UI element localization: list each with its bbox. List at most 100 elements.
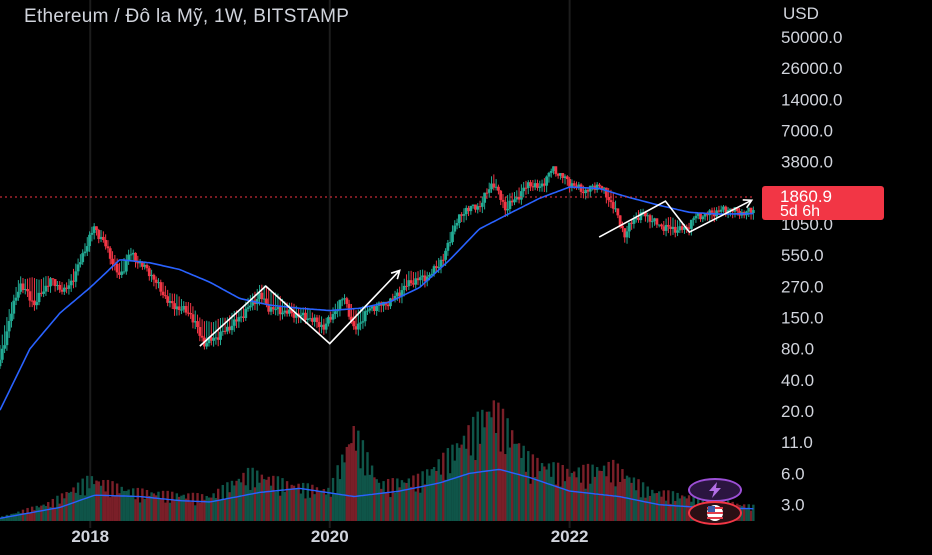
candle-body <box>451 231 454 243</box>
candle-body <box>83 251 87 254</box>
candle-body <box>159 282 163 292</box>
volume-bar <box>24 513 27 521</box>
candle-body <box>526 182 530 189</box>
volume-bar <box>462 435 466 521</box>
volume-bar <box>396 478 399 521</box>
candle-body <box>354 326 358 330</box>
zigzag-zigzag_2019 <box>199 269 401 347</box>
volume-bar <box>200 494 204 521</box>
candle-body <box>267 304 271 312</box>
volume-bar <box>538 471 541 521</box>
candle-body <box>639 212 643 221</box>
candle-body <box>462 214 466 216</box>
volume-bar <box>290 484 293 521</box>
last-price-value: 1860.9 <box>780 187 832 206</box>
candle-body <box>150 274 153 277</box>
bolt-icon[interactable] <box>688 478 742 502</box>
volume-bar <box>118 493 121 521</box>
volume-bar <box>494 433 498 521</box>
volume-bar <box>230 480 234 521</box>
candle-body <box>418 277 422 281</box>
candle-body <box>402 285 406 291</box>
volume-bar <box>524 471 528 521</box>
volume-bar <box>274 491 277 521</box>
candle-body <box>258 292 261 300</box>
volume-bar <box>292 485 296 521</box>
candle-body <box>173 303 176 310</box>
y-axis[interactable]: 50000.026000.014000.07000.03800.01850.01… <box>781 28 842 515</box>
candle-body <box>69 280 73 286</box>
volume-bar <box>414 491 417 521</box>
candle-body <box>533 183 537 188</box>
candle-body <box>529 182 532 187</box>
candle-body <box>554 166 558 174</box>
volume-bar <box>175 493 179 521</box>
volume-bar <box>393 492 397 521</box>
volume-bar <box>618 481 622 521</box>
volume-bar <box>267 476 270 521</box>
candle-body <box>618 215 622 226</box>
volume-bar <box>216 488 220 521</box>
volume-bar <box>145 489 149 521</box>
candle-body <box>664 224 668 231</box>
candle-body <box>572 183 576 186</box>
volume-bar <box>3 517 6 521</box>
candle-body <box>340 299 344 301</box>
volume-bar <box>550 476 553 521</box>
candle-body <box>538 186 542 188</box>
volume-bar <box>639 497 643 521</box>
candle-body <box>570 183 574 187</box>
candle-body <box>464 207 468 215</box>
volume-ma-line <box>0 468 754 519</box>
candle-body <box>81 253 85 263</box>
candle-body <box>694 215 698 219</box>
volume-bar <box>182 494 185 521</box>
candle-body <box>320 324 323 327</box>
volume-bar <box>334 493 337 521</box>
candle-body <box>361 321 365 323</box>
candle-body <box>97 230 101 240</box>
candle-body <box>180 309 183 311</box>
volume-bar <box>481 409 484 521</box>
candle-body <box>453 225 457 232</box>
candle-body <box>255 299 259 305</box>
candle-body <box>21 283 25 291</box>
volume-bar <box>120 486 123 521</box>
volume-bar <box>283 491 287 521</box>
candle-body <box>10 313 13 321</box>
candle-body <box>324 323 328 330</box>
volume-bar <box>380 488 383 521</box>
volume-bar <box>343 462 346 521</box>
candle-body <box>598 184 601 187</box>
volume-bar <box>570 472 574 521</box>
volume-bar <box>676 492 679 521</box>
candle-body <box>696 213 700 216</box>
candle-body <box>531 186 535 188</box>
volume-bar <box>136 487 140 521</box>
volume-bar <box>556 462 560 521</box>
candle-body <box>101 236 105 240</box>
us-flag-icon[interactable] <box>688 501 742 525</box>
volume-bar <box>483 427 486 521</box>
candle-body <box>327 317 330 324</box>
candle-body <box>407 280 411 287</box>
y-tick-label: 7000.0 <box>781 122 833 141</box>
volume-bar <box>279 495 282 521</box>
volume-bar <box>10 513 13 521</box>
candle-body <box>586 189 590 192</box>
volume-bar <box>187 493 190 521</box>
candle-body <box>637 217 640 221</box>
volume-bar <box>295 488 298 521</box>
volume-bar <box>352 425 355 521</box>
candle-body <box>510 200 514 203</box>
volume-bar <box>281 478 284 521</box>
volume-bar <box>492 400 496 521</box>
candle-body <box>630 222 634 224</box>
candle-body <box>469 205 473 212</box>
candle-body <box>246 307 250 309</box>
x-axis[interactable]: 2018 2020 2022 <box>71 527 588 546</box>
candle-body <box>285 310 289 314</box>
candle-body <box>395 292 399 296</box>
